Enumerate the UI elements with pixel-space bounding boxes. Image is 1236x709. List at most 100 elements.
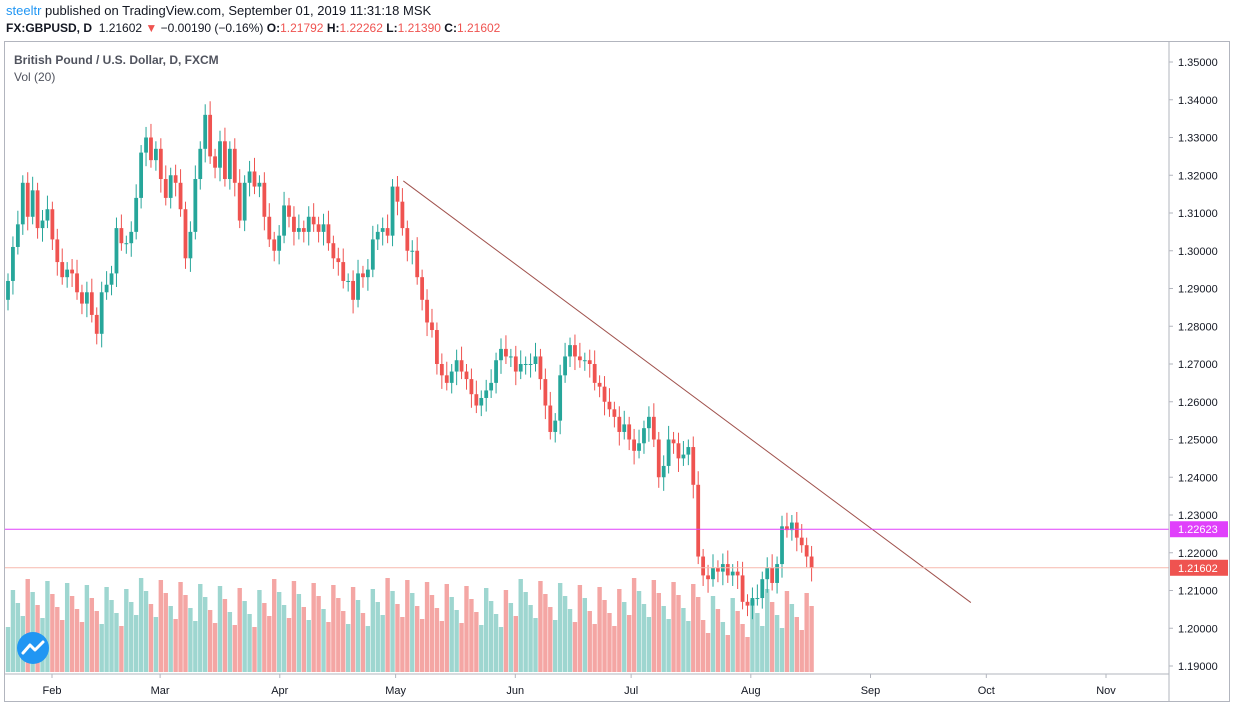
candle xyxy=(144,126,148,167)
volume-bar xyxy=(769,602,775,672)
volume-bar xyxy=(89,598,95,672)
candle xyxy=(301,220,306,243)
candle xyxy=(651,403,656,448)
volume-bar xyxy=(306,620,311,672)
low-value: 1.21390 xyxy=(397,21,441,35)
volume-bar xyxy=(794,617,799,672)
candle xyxy=(188,221,193,272)
volume-bar xyxy=(617,589,622,672)
volume-bar xyxy=(114,613,119,672)
volume-bar xyxy=(725,635,730,672)
volume-bar xyxy=(651,580,657,672)
candle-body xyxy=(227,148,232,180)
candle-body xyxy=(706,575,710,580)
candle-body xyxy=(213,156,217,168)
volume-bar xyxy=(64,583,70,672)
volume-bar xyxy=(745,637,750,672)
candle xyxy=(489,369,494,398)
candle xyxy=(173,164,178,197)
candle xyxy=(597,375,602,398)
candle xyxy=(420,269,425,311)
volume-bar xyxy=(153,617,159,672)
price-tick-label: 1.34000 xyxy=(1178,95,1218,107)
candle-body xyxy=(597,382,602,387)
volume-bar xyxy=(454,610,459,672)
candle-body xyxy=(385,228,390,236)
candle-body xyxy=(134,197,139,232)
candle-body xyxy=(139,152,144,198)
volume-bar xyxy=(25,579,30,672)
time-tick-label: Mar xyxy=(151,685,170,697)
volume-bar xyxy=(587,611,592,672)
candle xyxy=(765,557,770,593)
candle-body xyxy=(474,394,479,406)
candle xyxy=(676,432,681,472)
volume-bar xyxy=(528,605,533,672)
volume-bar xyxy=(484,588,489,672)
volume-bar xyxy=(360,613,366,672)
candle-body xyxy=(627,424,632,440)
volume-bar xyxy=(715,609,721,672)
volume-bar xyxy=(735,611,740,672)
volume-bar xyxy=(370,589,376,672)
volume-bar xyxy=(419,619,425,672)
volume-bar xyxy=(326,622,331,672)
price-tick-label: 1.22000 xyxy=(1178,548,1218,560)
candle xyxy=(528,353,533,378)
open-label: O: xyxy=(266,21,281,35)
volume-bar xyxy=(109,600,114,672)
high-value: 1.22262 xyxy=(339,21,383,35)
candle xyxy=(454,349,459,386)
tradingview-logo-icon[interactable] xyxy=(17,632,49,664)
candle xyxy=(725,550,730,583)
volume-bar xyxy=(178,582,183,672)
candle-body xyxy=(50,209,55,240)
candle xyxy=(45,195,50,229)
volume-bar xyxy=(636,591,642,672)
candle-body xyxy=(582,360,587,362)
candle-body xyxy=(336,258,341,263)
candle xyxy=(568,337,572,368)
candle xyxy=(612,401,617,428)
candle-body xyxy=(735,571,740,576)
volume-bar xyxy=(518,579,523,672)
volume-bar xyxy=(631,578,637,672)
candle xyxy=(50,201,55,250)
volume-bar xyxy=(385,578,390,672)
candle-body xyxy=(711,567,715,580)
candle xyxy=(321,213,326,246)
volume-bar xyxy=(380,615,385,672)
volume-bar xyxy=(789,604,795,672)
author-link[interactable]: steeltr xyxy=(6,3,42,18)
candle xyxy=(75,259,79,300)
volume-bar xyxy=(641,604,647,672)
time-tick-label: Jun xyxy=(506,685,524,697)
price-tick-label: 1.26000 xyxy=(1178,397,1218,409)
candle xyxy=(582,352,587,371)
volume-bar xyxy=(582,598,588,672)
candle-body xyxy=(272,239,277,251)
candle xyxy=(592,350,597,391)
volume-bar xyxy=(257,590,262,672)
volume-bar xyxy=(158,580,164,672)
candle xyxy=(444,361,449,391)
price-axis-label: 1.22623 xyxy=(1170,521,1228,538)
volume-bar xyxy=(414,606,420,672)
candle xyxy=(375,224,380,250)
volume-bar xyxy=(479,625,484,672)
volume-bar xyxy=(538,581,543,672)
trendline[interactable] xyxy=(403,180,972,603)
candle-body xyxy=(513,356,518,372)
candle-body xyxy=(730,571,735,576)
candle-body xyxy=(331,243,336,259)
volume-bar xyxy=(774,615,780,672)
candle-body xyxy=(543,379,548,406)
candle xyxy=(400,188,405,236)
symbol-ohlc-line: FX:GBPUSD, D 1.21602 ▼ −0.00190 (−0.16%)… xyxy=(6,21,500,35)
candle xyxy=(647,406,651,442)
volume-bar xyxy=(350,587,356,672)
time-tick-label: Feb xyxy=(43,685,62,697)
drawings xyxy=(5,180,1169,603)
price-label-text: 1.22623 xyxy=(1178,524,1218,536)
